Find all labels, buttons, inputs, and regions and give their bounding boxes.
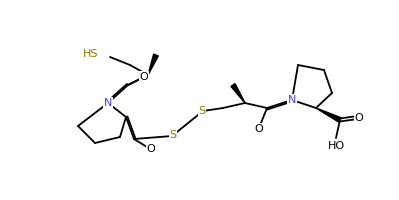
Polygon shape <box>148 54 158 75</box>
Text: O: O <box>255 124 263 134</box>
Text: O: O <box>146 144 155 154</box>
Polygon shape <box>231 84 245 103</box>
Text: S: S <box>170 130 177 140</box>
Text: HS: HS <box>83 49 98 59</box>
Text: O: O <box>140 72 148 82</box>
Text: S: S <box>198 106 205 116</box>
Text: HO: HO <box>328 141 345 151</box>
Polygon shape <box>316 108 341 122</box>
Text: N: N <box>288 95 296 105</box>
Text: O: O <box>355 113 363 123</box>
Text: N: N <box>104 98 112 108</box>
